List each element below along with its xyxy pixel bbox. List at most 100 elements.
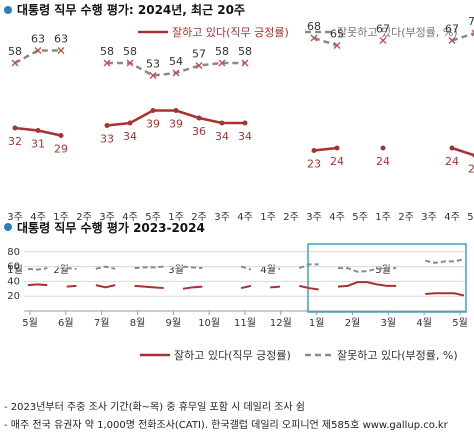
disapprove-value-label: 58 bbox=[100, 45, 114, 58]
disapprove-line bbox=[425, 258, 465, 264]
disapprove-line bbox=[134, 265, 164, 270]
disapprove-point bbox=[333, 42, 341, 49]
legend-approve-bottom: 잘하고 있다(직무 긍정률) bbox=[174, 348, 291, 362]
approve-line bbox=[313, 146, 338, 152]
bottom-plot bbox=[27, 258, 465, 297]
y-tick-label: 60 bbox=[7, 262, 20, 273]
week-tick-label: 1주 bbox=[168, 212, 184, 223]
approve-point bbox=[35, 128, 41, 133]
week-tick-label: 3주 bbox=[99, 212, 115, 223]
disapprove-point bbox=[195, 62, 203, 69]
approve-line bbox=[182, 285, 203, 290]
y-tick-label: 80 bbox=[7, 247, 20, 258]
approve-point bbox=[173, 108, 179, 113]
week-tick-label: 1주 bbox=[53, 212, 69, 223]
top-plot: 32 31 29 33 34 39 39 36 34 34 23 24 24 24 21 58 63 63 58 58… bbox=[8, 15, 474, 176]
title-bullet-icon bbox=[4, 6, 12, 14]
month-tick-label: 6월 bbox=[58, 317, 74, 329]
disapprove-value-label: 65 bbox=[330, 28, 344, 41]
month-tick-label: 3월 bbox=[381, 317, 397, 329]
disapprove-point bbox=[448, 37, 456, 44]
approve-point bbox=[311, 148, 317, 153]
approve-point bbox=[150, 108, 156, 113]
disapprove-line bbox=[95, 265, 116, 270]
disapprove-value-label: 58 bbox=[8, 45, 22, 58]
week-tick-label: 2주 bbox=[76, 212, 92, 223]
approve-value-label: 24 bbox=[330, 155, 344, 168]
note-1: - 2023년부터 주중 조사 기간(화~목) 중 휴무일 포함 시 데일리 조… bbox=[4, 401, 305, 413]
week-tick-label: 4주 bbox=[30, 212, 46, 223]
disapprove-line bbox=[451, 32, 474, 42]
disapprove-line bbox=[66, 267, 77, 270]
approve-value-label: 21 bbox=[468, 163, 474, 176]
month-tick-label: 8월 bbox=[130, 317, 146, 329]
disapprove-value-label: 58 bbox=[215, 45, 229, 58]
month-tick-label: 11월 bbox=[234, 317, 256, 329]
month-tick-label: 7월 bbox=[94, 317, 110, 329]
approve-value-label: 33 bbox=[100, 133, 114, 146]
bottom-x-axis: 5월 6월 7월 8월 9월 10월 11월 12월 1월 2월 3월 4월 5월 bbox=[22, 311, 468, 329]
disapprove-line bbox=[338, 267, 397, 273]
approve-line bbox=[240, 284, 252, 290]
disapprove-point bbox=[149, 72, 157, 79]
bottom-grid: 80 60 40 20 bbox=[7, 247, 466, 312]
title-bullet-icon bbox=[4, 223, 12, 231]
top-chart-title: 대통령 직무 수행 평가: 2024년, 최근 20주 bbox=[17, 2, 245, 17]
disapprove-value-label: 58 bbox=[238, 45, 252, 58]
disapprove-value-label: 67 bbox=[445, 23, 459, 36]
week-tick-label: 4주 bbox=[237, 212, 253, 223]
disapprove-point bbox=[103, 59, 111, 67]
week-tick-label: 2주 bbox=[191, 212, 207, 223]
week-tick-label: 5주 bbox=[467, 212, 474, 223]
week-tick-label: 4주 bbox=[122, 212, 138, 223]
approve-line bbox=[66, 284, 77, 288]
disapprove-point bbox=[218, 59, 226, 67]
approve-point bbox=[242, 120, 248, 126]
month-tick-label: 9월 bbox=[166, 317, 182, 329]
month-tick-label: 5월 bbox=[452, 317, 468, 329]
week-tick-label: 1주 bbox=[375, 212, 391, 223]
approve-point bbox=[127, 120, 133, 126]
month-tick-label: 2월 bbox=[53, 264, 69, 276]
disapprove-point bbox=[310, 34, 318, 42]
bottom-chart-title: 대통령 직무 수행 평가 2023-2024 bbox=[17, 220, 205, 235]
disapprove-point bbox=[57, 47, 65, 54]
disapprove-point bbox=[34, 47, 42, 54]
disapprove-value-label: 53 bbox=[146, 58, 160, 71]
approve-value-label: 24 bbox=[445, 155, 459, 168]
approve-value-label: 29 bbox=[54, 143, 68, 156]
month-tick-label: 4월 bbox=[260, 264, 276, 276]
approve-line bbox=[451, 146, 474, 157]
month-tick-label: 1월 bbox=[7, 264, 23, 276]
disapprove-value-label: 70 bbox=[468, 15, 474, 28]
note-2: - 매주 전국 유권자 약 1,000명 전화조사(CATI). 한국갤럽 데일… bbox=[4, 419, 449, 431]
disapprove-value-label: 63 bbox=[31, 33, 45, 46]
approve-line bbox=[299, 284, 319, 291]
week-tick-label: 2주 bbox=[398, 212, 414, 223]
legend-approve: 잘하고 있다(직무 긍정률) bbox=[172, 25, 289, 39]
approve-line bbox=[270, 285, 280, 289]
approve-value-label: 39 bbox=[146, 118, 160, 131]
month-tick-label: 12월 bbox=[270, 317, 292, 329]
disapprove-point bbox=[172, 69, 180, 77]
approve-value-label: 31 bbox=[31, 138, 45, 151]
approve-value-label: 39 bbox=[169, 118, 183, 131]
disapprove-value-label: 63 bbox=[54, 33, 68, 46]
top-legend: 잘하고 있다(직무 긍정률) 잘못하고 있다(부정률, %) bbox=[138, 25, 458, 39]
disapprove-value-label: 54 bbox=[169, 55, 183, 68]
disapprove-line bbox=[270, 267, 280, 270]
week-tick-label: 3주 bbox=[306, 212, 322, 223]
approve-point bbox=[449, 145, 455, 151]
disapprove-line bbox=[240, 265, 252, 271]
week-tick-label: 3주 bbox=[214, 212, 230, 223]
disapprove-value-label: 58 bbox=[123, 45, 137, 58]
legend-disapprove: 잘못하고 있다(부정률, %) bbox=[337, 25, 458, 39]
month-tick-label: 3월 bbox=[168, 264, 184, 276]
disapprove-value-label: 57 bbox=[192, 48, 206, 61]
approve-line bbox=[95, 284, 116, 289]
approve-line bbox=[337, 281, 397, 288]
disapprove-point bbox=[126, 59, 134, 67]
approve-value-label: 34 bbox=[215, 130, 229, 143]
week-tick-label: 1주 bbox=[260, 212, 276, 223]
